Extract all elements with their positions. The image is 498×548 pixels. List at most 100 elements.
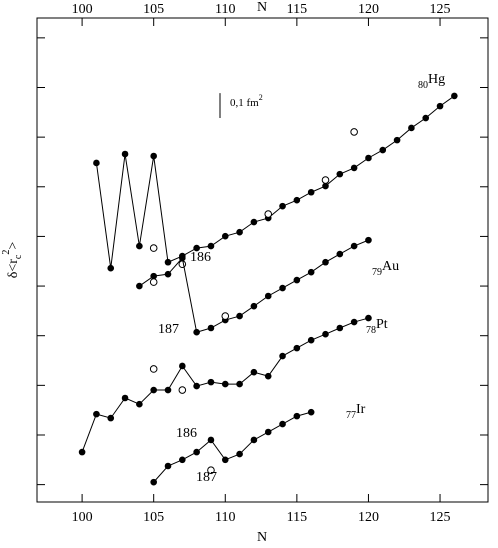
x-tick-label-top: 110 <box>215 2 235 17</box>
open-point <box>149 365 158 373</box>
data-point <box>293 344 301 352</box>
series-label: 79Au <box>372 259 399 278</box>
data-point <box>207 324 215 332</box>
series-label: 80Hg <box>418 72 445 91</box>
x-axis-label-top: N <box>257 0 267 15</box>
open-point <box>149 244 158 252</box>
data-point <box>393 136 401 144</box>
data-point <box>307 408 315 416</box>
data-point <box>93 159 100 167</box>
data-point <box>121 394 129 402</box>
series-line <box>153 411 312 483</box>
data-point <box>307 268 315 276</box>
x-tick-label-top: 125 <box>430 2 451 17</box>
series-label-z: 80 <box>418 80 428 91</box>
data-point <box>221 456 229 464</box>
data-point <box>365 314 372 322</box>
data-point <box>164 258 172 266</box>
x-tick-label: 120 <box>358 510 379 525</box>
x-tick-label-top: 100 <box>72 2 93 17</box>
data-point <box>221 380 229 388</box>
y-axis-label: δ<rc2> <box>1 242 24 279</box>
x-tick-label: 100 <box>72 510 93 525</box>
x-tick-label: 110 <box>215 510 235 525</box>
series-label-name: Au <box>382 259 399 274</box>
data-point <box>107 414 115 422</box>
open-point <box>221 312 230 320</box>
data-point <box>150 152 157 160</box>
data-point <box>307 336 315 344</box>
data-point <box>307 188 315 196</box>
data-point <box>207 436 215 444</box>
data-point <box>293 196 301 204</box>
x-tick-label-top: 115 <box>287 2 307 17</box>
data-point <box>322 330 329 338</box>
data-point <box>179 456 186 464</box>
data-point <box>150 272 157 280</box>
data-point <box>451 92 458 100</box>
data-point <box>322 258 329 266</box>
open-point <box>149 278 158 286</box>
data-point <box>379 146 387 154</box>
annotation: 187 <box>196 470 217 485</box>
data-point <box>193 448 200 456</box>
annotation: 186 <box>190 250 211 265</box>
data-point <box>436 102 444 110</box>
data-point <box>293 276 301 284</box>
data-point <box>350 318 358 326</box>
x-tick-label: 115 <box>287 510 307 525</box>
data-point <box>236 380 243 388</box>
data-point <box>179 362 186 370</box>
data-point <box>279 352 286 360</box>
data-point <box>322 182 329 190</box>
data-point <box>121 150 129 158</box>
series-label: 77Ir <box>346 402 366 421</box>
data-point <box>78 448 86 456</box>
data-point <box>193 244 200 252</box>
data-point <box>250 218 258 226</box>
data-point <box>150 478 157 486</box>
data-point <box>193 328 200 336</box>
data-point <box>350 242 358 250</box>
data-point <box>107 264 115 272</box>
x-tick-label-top: 105 <box>143 2 164 17</box>
data-point <box>93 410 100 418</box>
data-point <box>150 386 157 394</box>
series-label-z: 78 <box>366 325 376 336</box>
data-point <box>221 232 229 240</box>
data-point <box>279 284 286 292</box>
data-point <box>279 202 286 210</box>
data-point <box>164 462 172 470</box>
data-point <box>164 270 172 278</box>
series-line <box>95 95 455 269</box>
data-point <box>179 254 186 262</box>
x-axis-label: N <box>257 530 267 545</box>
data-point <box>422 114 430 122</box>
data-point <box>336 324 344 332</box>
open-point <box>264 210 273 218</box>
plot-frame <box>36 17 489 503</box>
data-point <box>293 412 301 420</box>
scale-bar-label-sup: 2 <box>259 93 263 102</box>
y-axis-label-part: > <box>6 242 21 250</box>
data-point <box>236 312 243 320</box>
data-point <box>236 228 243 236</box>
data-point <box>350 164 358 172</box>
data-point <box>193 382 200 390</box>
data-point <box>207 378 215 386</box>
series-line <box>139 239 369 333</box>
scale-bar-label-text: 0,1 fm <box>230 97 259 109</box>
open-point <box>321 176 330 184</box>
data-point <box>136 282 143 290</box>
open-point <box>178 260 187 269</box>
data-point <box>136 400 143 408</box>
data-point <box>336 250 344 258</box>
x-tick-label: 125 <box>430 510 451 525</box>
data-point <box>365 236 372 244</box>
data-point <box>264 372 272 380</box>
data-point <box>164 386 172 394</box>
data-point <box>365 154 372 162</box>
annotation: 187 <box>158 322 179 337</box>
